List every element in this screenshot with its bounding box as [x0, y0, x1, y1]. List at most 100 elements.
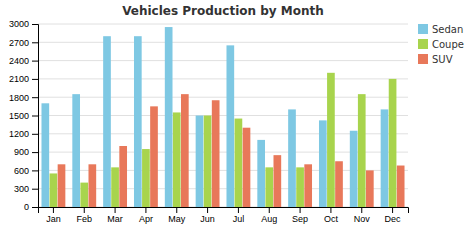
x-axis: Jan Feb Mar Apr May Jun Jul Aug Sep Oct Nov Dec [39, 207, 409, 224]
y-tick: 600 [14, 166, 38, 176]
grid-line [38, 115, 408, 116]
legend-item: Sedan [418, 24, 463, 35]
x-tick-mark [330, 207, 331, 213]
x-tick-label: Jul [233, 214, 245, 224]
y-tick: 300 [14, 184, 38, 194]
y-tick-label: 300 [14, 184, 29, 194]
x-tick: Mar [107, 207, 123, 224]
x-tick-label: Jan [46, 214, 61, 224]
grid-line [38, 42, 408, 43]
x-tick-label: Nov [354, 214, 371, 224]
x-tick-mark [392, 207, 393, 213]
series [58, 94, 405, 207]
series [50, 73, 397, 207]
y-axis: 0 300 600 900 1200 1500 1800 2100 2400 2700 3000 [9, 19, 39, 212]
x-tick-mark [176, 207, 177, 213]
bar [335, 161, 343, 207]
y-tick-label: 3000 [9, 19, 29, 29]
y-tick: 1200 [9, 129, 38, 139]
y-tick-label: 2400 [9, 56, 29, 66]
x-tick: Jan [46, 207, 61, 224]
legend-label: Coupe [432, 39, 464, 50]
bar [235, 119, 243, 207]
bar [50, 173, 58, 207]
y-tick-mark [32, 134, 38, 135]
x-tick-mark [115, 207, 116, 213]
legend-label: Sedan [432, 24, 463, 35]
y-tick: 2400 [9, 56, 38, 66]
x-tick: Sep [292, 207, 308, 224]
x-tick: Feb [76, 207, 92, 224]
chart: Vehicles Production by MonthJanFebMarApr… [0, 0, 474, 227]
bar [226, 45, 234, 207]
y-tick-mark [32, 207, 38, 208]
x-tick-label: Dec [385, 214, 402, 224]
bar [288, 109, 296, 207]
y-tick-label: 900 [14, 147, 29, 157]
grid-line [38, 78, 408, 79]
bar [243, 128, 251, 207]
bar [257, 140, 265, 207]
x-tick: Oct [324, 207, 339, 224]
bar [72, 94, 80, 207]
x-tick-label: Feb [76, 214, 92, 224]
y-tick-label: 1200 [9, 129, 29, 139]
x-tick-mark [238, 207, 239, 213]
bar [204, 116, 212, 208]
x-tick-mark [84, 207, 85, 213]
x-tick-label: Oct [324, 214, 339, 224]
x-tick-mark [361, 207, 362, 213]
bar [381, 109, 389, 207]
bar [173, 112, 181, 207]
bar [134, 36, 142, 207]
bar [181, 94, 189, 207]
bar [319, 120, 327, 207]
bar [150, 106, 158, 207]
grid-line [38, 97, 408, 98]
x-tick-label: Aug [261, 214, 277, 224]
x-axis-line [39, 208, 409, 214]
y-tick-label: 2100 [9, 74, 29, 84]
bars [41, 27, 404, 207]
y-tick-label: 0 [24, 202, 29, 212]
y-tick-mark [32, 152, 38, 153]
grid-line [38, 24, 408, 25]
bar [119, 146, 127, 207]
x-tick-label: Apr [139, 214, 153, 224]
legend-label: SUV [432, 54, 453, 65]
y-tick-mark [32, 79, 38, 80]
bar [296, 167, 304, 207]
x-tick-mark [300, 207, 301, 213]
y-tick: 1800 [9, 93, 38, 103]
bar [58, 164, 66, 207]
y-tick-label: 2700 [9, 38, 29, 48]
bar [41, 103, 49, 207]
legend-item: Coupe [418, 39, 464, 50]
bar [196, 116, 204, 208]
x-tick-mark [53, 207, 54, 213]
bar [88, 164, 96, 207]
bar [304, 164, 312, 207]
y-tick-mark [32, 61, 38, 62]
y-tick: 900 [14, 147, 38, 157]
y-tick-mark [32, 170, 38, 171]
y-tick-mark [32, 24, 38, 25]
x-tick-label: Sep [292, 214, 308, 224]
x-tick-label: Mar [107, 214, 123, 224]
series [41, 27, 388, 207]
legend: Sedan Coupe SUV [418, 24, 464, 65]
x-tick-mark [207, 207, 208, 213]
y-tick-label: 1800 [9, 93, 29, 103]
bar [397, 166, 405, 207]
y-tick-mark [32, 189, 38, 190]
x-tick: May [168, 207, 186, 224]
bar [358, 94, 366, 207]
x-tick-label: Jun [200, 214, 215, 224]
bar [273, 155, 281, 207]
bar [265, 167, 273, 207]
legend-swatch [418, 24, 428, 34]
y-tick-mark [32, 116, 38, 117]
x-tick: Jun [200, 207, 215, 224]
y-tick: 1500 [9, 111, 38, 121]
grid [38, 24, 408, 207]
